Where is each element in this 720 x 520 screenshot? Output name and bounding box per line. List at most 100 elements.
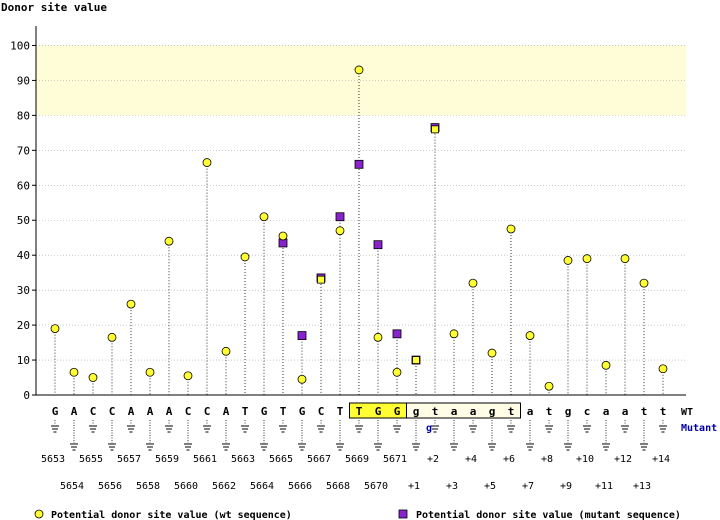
wt-point: [582, 254, 592, 264]
y-tick-label: 30: [17, 284, 30, 297]
base-letter: A: [147, 405, 154, 418]
row-label-wt: WT: [681, 407, 693, 418]
wt-point: [431, 125, 439, 134]
position-label: +6: [503, 454, 515, 465]
base-letter: t: [508, 405, 515, 418]
position-label: 5661: [193, 454, 217, 465]
base-letter: A: [128, 405, 135, 418]
wt-point: [563, 256, 573, 265]
base-letter: T: [337, 405, 344, 418]
y-tick-label: 40: [17, 249, 30, 262]
position-label: 5666: [288, 481, 312, 492]
base-letter: C: [90, 405, 97, 418]
position-label: +5: [484, 481, 496, 492]
base-letter: a: [622, 405, 629, 418]
position-label: 5662: [212, 481, 236, 492]
base-letter: T: [356, 405, 363, 418]
legend-wt-label: Potential donor site value (wt sequence): [51, 509, 292, 520]
y-tick-label: 90: [17, 74, 30, 87]
base-letter: g: [489, 405, 496, 418]
wt-point: [259, 212, 269, 222]
wt-point: [317, 275, 325, 284]
position-label: +1: [408, 481, 420, 492]
base-letter: c: [584, 405, 591, 418]
wt-point: [221, 346, 231, 356]
wt-point: [412, 356, 420, 364]
position-label: +9: [560, 481, 572, 492]
wt-point: [240, 252, 250, 262]
base-letter: C: [204, 405, 211, 418]
wt-point: [354, 65, 364, 75]
position-label: 5653: [41, 454, 65, 465]
base-letter: C: [109, 405, 116, 418]
legend-wt-marker: [34, 509, 44, 519]
base-letter: A: [223, 405, 230, 418]
position-label: 5663: [231, 454, 255, 465]
wt-point: [202, 158, 212, 167]
position-label: 5657: [117, 454, 141, 465]
y-tick-label: 20: [17, 319, 30, 332]
position-label: 5655: [79, 454, 103, 465]
wt-point: [69, 367, 79, 377]
wt-point: [335, 226, 345, 236]
chart-title: Donor site value: [1, 1, 107, 14]
base-letter: a: [603, 405, 610, 418]
base-letter: t: [660, 405, 667, 418]
position-label: 5654: [60, 481, 84, 492]
position-label: 5659: [155, 454, 179, 465]
mutant-point: [354, 159, 364, 169]
base-letter: C: [318, 405, 325, 418]
wt-point: [126, 299, 136, 309]
wt-point: [392, 367, 402, 377]
mutant-point: [392, 329, 402, 339]
wt-point: [468, 278, 478, 288]
wt-point: [601, 360, 611, 370]
base-letter: t: [432, 405, 439, 418]
base-letter: T: [280, 405, 287, 418]
legend-mutant-label: Potential donor site value (mutant seque…: [416, 509, 681, 520]
base-letter: A: [71, 405, 78, 418]
wt-point: [183, 371, 193, 381]
mutant-base-letter: g: [426, 423, 432, 434]
wt-point: [164, 236, 174, 246]
position-label: 5660: [174, 481, 198, 492]
wt-point: [278, 231, 288, 241]
wt-point: [620, 254, 630, 264]
mutant-point: [335, 212, 345, 222]
base-letter: G: [299, 405, 306, 418]
wt-point: [107, 332, 117, 342]
wt-point: [487, 348, 497, 358]
base-letter: T: [242, 405, 249, 418]
position-label: 5665: [269, 454, 293, 465]
legend-mutant-marker: [398, 509, 408, 519]
y-tick-label: 80: [17, 109, 30, 122]
base-letter: a: [470, 405, 477, 418]
y-tick-label: 10: [17, 354, 30, 367]
base-letter: t: [641, 405, 648, 418]
wt-point: [50, 324, 60, 333]
wt-point: [506, 224, 516, 234]
wt-point: [297, 374, 307, 384]
base-letter: G: [375, 405, 382, 418]
position-label: +8: [541, 454, 553, 465]
y-tick-label: 70: [17, 144, 30, 157]
position-label: +3: [446, 481, 458, 492]
wt-point: [525, 331, 535, 340]
base-letter: a: [527, 405, 534, 418]
position-label: +12: [614, 454, 632, 465]
wt-point: [639, 278, 649, 288]
legend: Potential donor site value (wt sequence)…: [34, 509, 681, 520]
position-label: 5667: [307, 454, 331, 465]
mutant-point: [297, 331, 307, 340]
position-label: +4: [465, 454, 477, 465]
position-label: 5671: [383, 454, 407, 465]
position-label: +2: [427, 454, 439, 465]
position-label: +7: [522, 481, 534, 492]
base-letter: g: [413, 405, 420, 418]
base-letter: g: [565, 405, 572, 418]
y-tick-label: 60: [17, 179, 30, 192]
y-tick-label: 50: [17, 214, 30, 227]
position-label: 5669: [345, 454, 369, 465]
sequence-box-1: [406, 402, 521, 419]
